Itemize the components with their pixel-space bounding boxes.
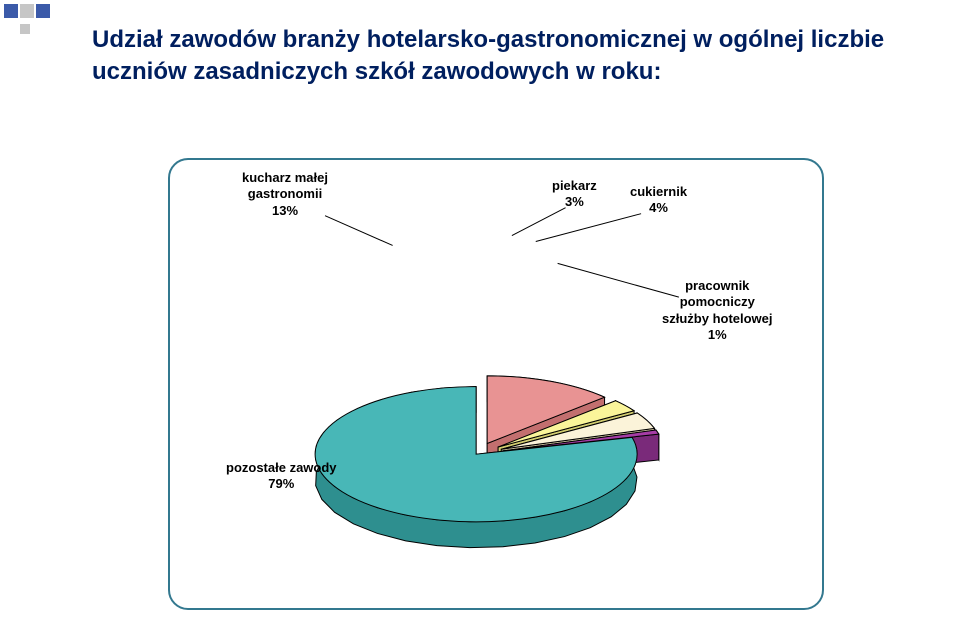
pie-chart — [170, 160, 822, 609]
pie-label-piekarz: piekarz 3% — [552, 178, 597, 211]
pie-label-cukiernik: cukiernik 4% — [630, 184, 687, 217]
pie-label-pracownik: pracownik pomocniczy szłużby hotelowej 1… — [662, 278, 773, 343]
pie-chart-frame: kucharz małej gastronomii 13% piekarz 3% c… — [168, 158, 824, 610]
pie-label-pozostale: pozostałe zawody 79% — [226, 460, 337, 493]
title-line-2: uczniów zasadniczych szkół zawodowych w … — [92, 58, 661, 85]
pie-label-kucharz: kucharz małej gastronomii 13% — [242, 170, 328, 219]
corner-decor — [4, 4, 52, 42]
title-line-1: Udział zawodów branży hotelarsko-gastron… — [92, 26, 884, 53]
page-title: Udział zawodów branży hotelarsko-gastron… — [92, 24, 920, 89]
